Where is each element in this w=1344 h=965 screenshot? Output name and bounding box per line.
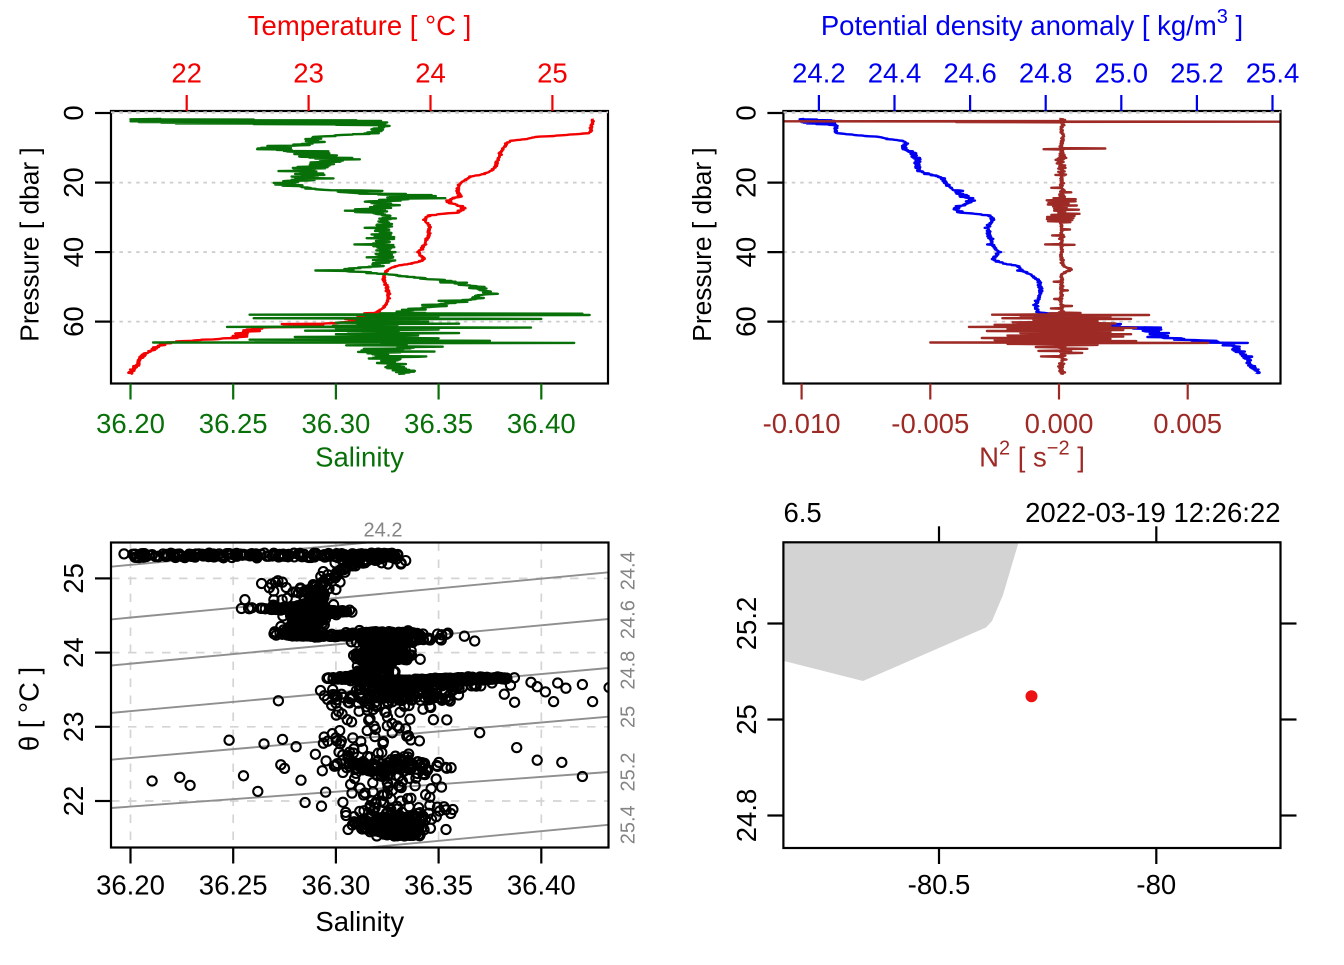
svg-text:25.2: 25.2 — [1170, 58, 1224, 89]
svg-text:Potential density anomaly [ kg: Potential density anomaly [ kg/m3 ] — [821, 6, 1243, 41]
svg-text:0.005: 0.005 — [1153, 408, 1222, 439]
svg-text:60: 60 — [730, 306, 761, 337]
svg-text:36.20: 36.20 — [96, 870, 165, 901]
svg-text:24: 24 — [415, 58, 446, 89]
svg-text:36.40: 36.40 — [507, 870, 576, 901]
svg-text:-0.005: -0.005 — [891, 408, 969, 439]
svg-text:25: 25 — [618, 706, 640, 728]
svg-text:0: 0 — [730, 105, 761, 120]
svg-text:2022-03-19 12:26:22: 2022-03-19 12:26:22 — [1025, 497, 1280, 528]
svg-text:-80.5: -80.5 — [908, 869, 971, 900]
svg-text:22: 22 — [58, 786, 89, 817]
svg-text:36.35: 36.35 — [404, 408, 473, 439]
svg-text:36.30: 36.30 — [301, 870, 370, 901]
svg-text:23: 23 — [293, 58, 324, 89]
svg-text:24.2: 24.2 — [364, 520, 403, 542]
svg-text:22: 22 — [171, 58, 202, 89]
svg-text:25.2: 25.2 — [731, 597, 762, 651]
svg-text:25: 25 — [537, 58, 568, 89]
svg-text:-80: -80 — [1136, 869, 1176, 900]
svg-text:36.40: 36.40 — [507, 408, 576, 439]
svg-text:-0.010: -0.010 — [763, 408, 841, 439]
svg-text:24.8: 24.8 — [1019, 58, 1073, 89]
svg-text:24.6: 24.6 — [943, 58, 997, 89]
svg-text:25.4: 25.4 — [618, 805, 640, 844]
svg-text:60: 60 — [58, 306, 89, 337]
svg-text:24.4: 24.4 — [868, 58, 922, 89]
svg-text:36.35: 36.35 — [404, 870, 473, 901]
svg-text:24.8: 24.8 — [731, 789, 762, 843]
svg-text:25: 25 — [731, 704, 762, 735]
svg-text:24.4: 24.4 — [618, 551, 640, 590]
svg-text:24.6: 24.6 — [618, 600, 640, 639]
svg-text:25.4: 25.4 — [1246, 58, 1300, 89]
svg-text:25.0: 25.0 — [1095, 58, 1149, 89]
svg-text:Pressure [ dbar ]: Pressure [ dbar ] — [15, 147, 45, 341]
svg-text:θ [ °C ]: θ [ °C ] — [14, 667, 45, 751]
svg-text:24.2: 24.2 — [792, 58, 846, 89]
svg-text:24.8: 24.8 — [618, 651, 640, 690]
svg-text:40: 40 — [58, 237, 89, 268]
svg-text:Pressure [ dbar ]: Pressure [ dbar ] — [687, 147, 717, 341]
svg-text:36.30: 36.30 — [301, 408, 370, 439]
svg-text:40: 40 — [730, 237, 761, 268]
svg-text:36.25: 36.25 — [199, 408, 268, 439]
svg-text:23: 23 — [58, 712, 89, 743]
svg-text:20: 20 — [58, 167, 89, 198]
svg-text:Salinity: Salinity — [315, 906, 404, 937]
svg-text:0: 0 — [58, 105, 89, 120]
svg-text:20: 20 — [730, 167, 761, 198]
svg-text:24: 24 — [58, 637, 89, 668]
svg-text:36.25: 36.25 — [199, 870, 268, 901]
svg-text:6.5: 6.5 — [784, 497, 822, 528]
svg-text:25: 25 — [58, 563, 89, 594]
svg-text:25.2: 25.2 — [618, 753, 640, 792]
svg-text:36.20: 36.20 — [96, 408, 165, 439]
svg-text:0.000: 0.000 — [1025, 408, 1094, 439]
svg-text:Temperature [ °C ]: Temperature [ °C ] — [248, 10, 471, 41]
svg-text:Salinity: Salinity — [315, 442, 404, 473]
svg-text:N2 [ s−2 ]: N2 [ s−2 ] — [979, 438, 1085, 473]
